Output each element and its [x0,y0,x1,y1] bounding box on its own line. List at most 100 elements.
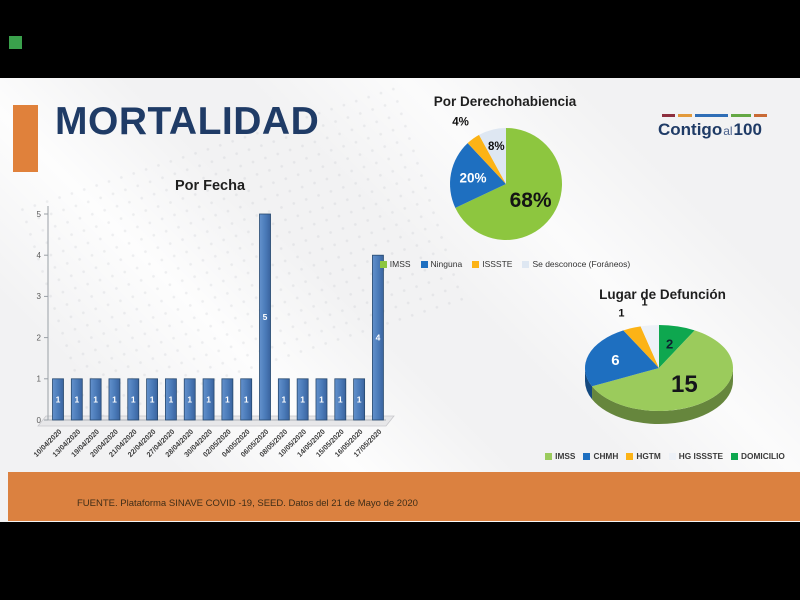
legend-swatch [420,260,428,268]
slice-label: 68% [510,189,552,212]
pie-slice [450,143,506,208]
legend-swatch [379,260,387,268]
pie2-title: Lugar de Defunción [599,287,726,302]
bar-value-label: 1 [300,394,305,404]
bar [353,378,366,421]
legend-item: IMSS [545,451,575,461]
pie1-legend: IMSS Ninguna ISSSTE Se desconoce (Foráneos) [350,259,660,269]
bar [221,378,234,421]
bar-value-label: 1 [74,394,79,404]
y-tick-label: 5 [37,210,42,219]
bar-value-label: 5 [263,312,268,322]
bar [127,378,140,421]
bar-value-label: 1 [319,394,324,404]
pie-slice [623,326,659,368]
title-accent-bar [13,105,38,172]
legend-swatch [626,452,634,460]
slice-label: 8% [488,141,505,153]
legend-item: Se desconoce (Foráneos) [522,259,630,269]
legend-label: DOMICILIO [741,451,785,461]
bar [52,378,64,421]
slide: MORTALIDAD Contigo al 100 Por Fecha 0 1 2 3… [0,78,800,522]
pie-slice [455,128,562,240]
bar [334,378,347,421]
footer-bar: FUENTE. Plataforma SINAVE COVID -19, SEE… [8,472,800,521]
bar-value-label: 1 [56,394,61,404]
pie-slice [479,128,506,184]
bar [315,378,328,421]
bar-chart-title: Por Fecha [174,178,246,194]
legend-label: ISSSTE [482,259,513,269]
letterbox-bottom [0,522,800,600]
legend-swatch [545,452,553,460]
contigo-al-100-logo: Contigo al 100 [658,114,790,140]
legend-label: HGTM [636,451,661,461]
pie-chart-lugar-defuncion: 2 15 6 1 1 [585,297,733,424]
legend-swatch [472,260,480,268]
logo-word-100: 100 [733,120,762,139]
slice-label: 1 [642,297,648,309]
logo-dash-blue [695,114,728,117]
legend-label: CHMH [593,451,619,461]
page-title: MORTALIDAD [55,100,320,143]
letterbox-top [0,0,800,78]
slice-label: 6 [611,352,619,369]
bar [108,378,121,421]
bar [259,213,271,421]
y-tick-label: 4 [37,251,42,260]
legend-swatch [522,260,530,268]
pie2-legend: IMSS CHMH HGTM HG ISSSTE DOMICILIO [535,451,795,461]
green-indicator-square [9,36,22,49]
slice-label: 20% [459,170,486,185]
bar-value-label: 1 [93,394,98,404]
bar [70,378,83,421]
bar [277,378,290,421]
bar [372,254,384,421]
legend-item: Ninguna [420,259,463,269]
bar-value-label: 1 [206,394,211,404]
bar-value-label: 1 [131,394,136,404]
logo-dash-maroon [662,114,675,117]
bar [183,378,196,421]
legend-swatch [583,452,591,460]
pie-slice [592,330,733,411]
bar-value-label: 1 [281,394,286,404]
logo-dash-red [754,114,767,117]
bar [165,378,177,421]
logo-dash-orange [678,114,692,117]
bar-value-label: 1 [150,394,155,404]
slice-label: 2 [666,336,673,351]
bar-value-label: 1 [169,394,174,404]
logo-word-al: al [723,124,733,138]
logo-text: Contigo al 100 [658,120,790,140]
legend-item: HGTM [626,451,661,461]
slice-label: 1 [618,308,624,320]
legend-item: HG ISSSTE [668,451,723,461]
bar-value-label: 4 [376,333,381,343]
legend-label: IMSS [555,451,576,461]
logo-dash-green [731,114,751,117]
logo-word-contigo: Contigo [658,120,723,139]
legend-item: CHMH [583,451,618,461]
legend-item: IMSS [379,259,411,269]
bar [146,378,159,421]
pie-slice [585,330,659,387]
pie1-title: Por Derechohabiencia [433,94,577,109]
slice-label: 4% [452,117,469,129]
bar-value-label: 1 [338,394,343,404]
pie-slice [467,134,506,184]
bar-value-label: 1 [357,394,362,404]
legend-item: DOMICILIO [731,451,785,461]
pie-slice-side [592,368,733,424]
bar-value-label: 1 [225,394,230,404]
pie-chart-derechohabiencia: 68% 20% 4% 8% [450,117,562,240]
bar-value-label: 1 [244,394,249,404]
bar [202,378,215,421]
bar [240,378,253,421]
legend-swatch [731,452,739,460]
bar [296,378,309,421]
legend-swatch [668,452,676,460]
legend-item: ISSSTE [472,259,512,269]
legend-label: Ninguna [430,259,463,269]
